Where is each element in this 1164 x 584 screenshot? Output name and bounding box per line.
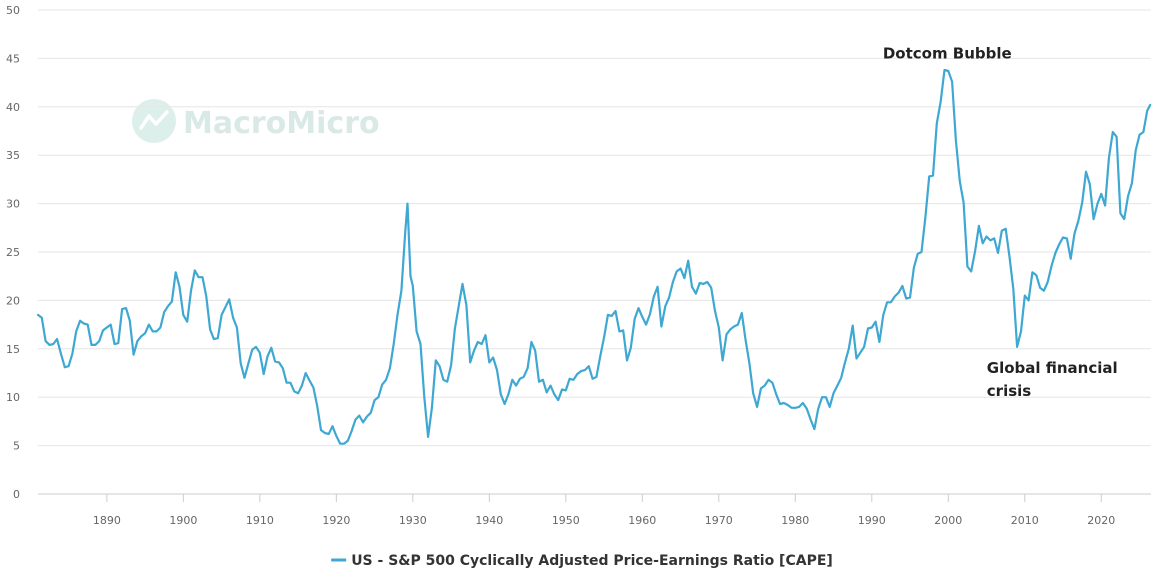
x-tick-label-2000: 2000 (934, 514, 962, 527)
y-tick-label-30: 30 (6, 198, 20, 211)
grid-lines (38, 9, 1151, 495)
series-layer (36, 68, 1152, 445)
watermark: MacroMicro (132, 99, 380, 143)
annotation-dotcom-bubble: Dotcom Bubble (883, 45, 1012, 63)
y-tick-label-50: 50 (6, 4, 20, 17)
y-tick-label-15: 15 (6, 343, 20, 356)
y-tick-label-5: 5 (13, 440, 20, 453)
x-tick-label-1920: 1920 (322, 514, 350, 527)
y-tick-label-0: 0 (13, 488, 20, 501)
watermark-text: MacroMicro (183, 106, 380, 141)
x-tick-label-1980: 1980 (781, 514, 809, 527)
x-tick-label-1890: 1890 (93, 514, 121, 527)
y-tick-label-45: 45 (6, 52, 20, 65)
y-tick-label-10: 10 (6, 391, 20, 404)
x-tick-label-1960: 1960 (628, 514, 656, 527)
x-tick-label-1940: 1940 (475, 514, 503, 527)
x-tick-label-1990: 1990 (858, 514, 886, 527)
logo-trend-mark (139, 110, 169, 130)
y-tick-label-40: 40 (6, 101, 20, 114)
x-axis: 1890 1900 1910 1920 1930 1940 1950 1960 1970 1980… (93, 494, 1115, 527)
y-axis-ticks: 0 5 10 15 20 25 30 35 40 45 50 (6, 4, 20, 501)
annotation-line-2: crisis (987, 382, 1032, 400)
y-tick-label-20: 20 (6, 294, 20, 307)
annotations: Dotcom Bubble Global financial crisis (883, 45, 1118, 400)
x-tick-label-1950: 1950 (552, 514, 580, 527)
x-tick-label-1910: 1910 (246, 514, 274, 527)
x-tick-label-1900: 1900 (169, 514, 197, 527)
y-tick-label-25: 25 (6, 246, 20, 259)
y-tick-label-35: 35 (6, 149, 20, 162)
annotation-global-financial-crisis: Global financial crisis (987, 359, 1118, 400)
x-tick-label-2020: 2020 (1087, 514, 1115, 527)
x-tick-label-1970: 1970 (705, 514, 733, 527)
x-tick-label-2010: 2010 (1011, 514, 1039, 527)
legend[interactable]: US - S&P 500 Cyclically Adjusted Price-E… (331, 553, 833, 569)
series-line-cape (36, 68, 1152, 445)
x-tick-label-1930: 1930 (399, 514, 427, 527)
annotation-line-1: Global financial (987, 359, 1118, 377)
legend-label: US - S&P 500 Cyclically Adjusted Price-E… (351, 553, 833, 569)
